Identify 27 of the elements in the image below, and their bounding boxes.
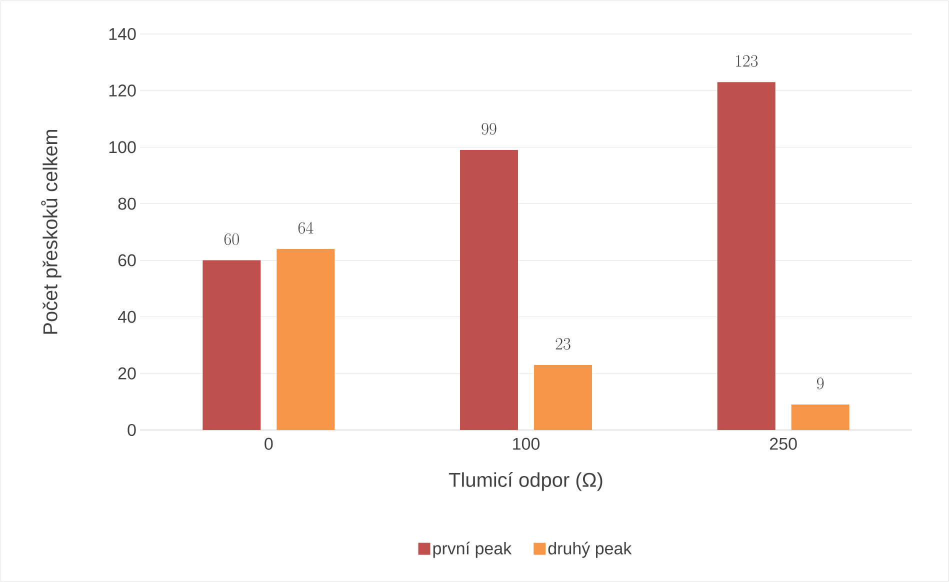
legend-label: první peak <box>433 542 512 558</box>
y-tick-label: 100 <box>109 141 136 154</box>
y-tick-label: 0 <box>128 424 136 436</box>
y-tick-label: 140 <box>109 28 136 40</box>
data-label: 23 <box>556 338 570 350</box>
bar <box>717 82 776 430</box>
x-tick-label: 250 <box>770 438 797 450</box>
x-tick-label: 100 <box>513 438 540 450</box>
legend-label: druhý peak <box>548 542 632 558</box>
y-tick-label: 40 <box>118 310 136 323</box>
y-tick-label: 120 <box>109 84 136 97</box>
data-label: 64 <box>298 222 314 234</box>
y-axis-title: Počet přeskoků celkem <box>41 130 62 334</box>
bar <box>276 248 335 430</box>
data-label: 60 <box>224 233 239 246</box>
data-label: 123 <box>736 55 758 67</box>
x-axis-title: Tlumicí odpor (Ω) <box>448 472 602 491</box>
y-tick-label: 80 <box>118 198 136 210</box>
data-label: 9 <box>817 378 824 390</box>
y-tick-label: 20 <box>118 367 136 380</box>
data-label: 99 <box>482 123 496 135</box>
x-tick-label: 0 <box>264 438 273 450</box>
bar <box>460 150 518 430</box>
bar <box>791 404 850 430</box>
bar <box>202 260 261 430</box>
y-tick-label: 60 <box>118 254 136 266</box>
bar <box>534 364 592 430</box>
